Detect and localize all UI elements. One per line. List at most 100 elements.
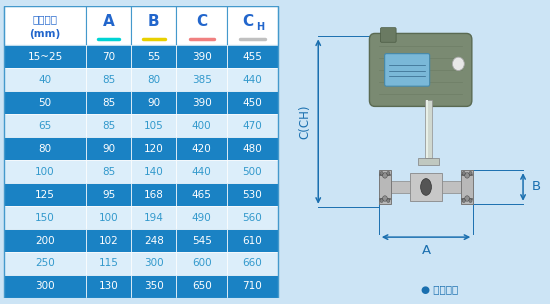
- Bar: [131, 92, 177, 114]
- Text: C: C: [242, 14, 253, 29]
- Text: 168: 168: [144, 190, 164, 200]
- Text: 80: 80: [39, 144, 52, 154]
- Text: C(CH): C(CH): [298, 104, 311, 139]
- Bar: [177, 46, 227, 68]
- Circle shape: [387, 171, 390, 175]
- Bar: [86, 114, 131, 137]
- Text: 710: 710: [243, 282, 262, 292]
- Text: 50: 50: [39, 98, 52, 108]
- Bar: [177, 68, 227, 92]
- Text: 500: 500: [243, 167, 262, 177]
- Text: H: H: [256, 22, 264, 32]
- Bar: [227, 252, 278, 275]
- Bar: [86, 229, 131, 252]
- FancyBboxPatch shape: [384, 54, 430, 86]
- Bar: [86, 6, 131, 46]
- Text: ● 常规仪表: ● 常规仪表: [421, 284, 458, 294]
- Text: 420: 420: [192, 144, 212, 154]
- Bar: [4, 46, 86, 68]
- Text: 125: 125: [35, 190, 55, 200]
- Bar: [4, 275, 86, 298]
- Text: 530: 530: [243, 190, 262, 200]
- Ellipse shape: [421, 179, 431, 195]
- Bar: [177, 92, 227, 114]
- Text: 545: 545: [192, 236, 212, 246]
- Circle shape: [382, 173, 387, 178]
- Text: 250: 250: [35, 258, 55, 268]
- Bar: [131, 137, 177, 160]
- Bar: [227, 229, 278, 252]
- Text: 470: 470: [243, 121, 262, 131]
- Text: 490: 490: [192, 212, 212, 223]
- Text: 450: 450: [243, 98, 262, 108]
- Bar: [177, 160, 227, 183]
- Circle shape: [380, 171, 383, 175]
- Bar: [4, 160, 86, 183]
- Text: 80: 80: [147, 75, 161, 85]
- Text: 480: 480: [243, 144, 262, 154]
- Bar: [86, 206, 131, 229]
- Text: 115: 115: [98, 258, 119, 268]
- Bar: [4, 229, 86, 252]
- Bar: [86, 252, 131, 275]
- Bar: [426, 100, 428, 158]
- Bar: [86, 160, 131, 183]
- Circle shape: [380, 199, 383, 202]
- Bar: [227, 183, 278, 206]
- Text: 100: 100: [99, 212, 118, 223]
- Text: B: B: [148, 14, 160, 29]
- Bar: [131, 275, 177, 298]
- Text: 465: 465: [192, 190, 212, 200]
- Bar: [86, 183, 131, 206]
- Text: A: A: [103, 14, 114, 29]
- Text: 120: 120: [144, 144, 164, 154]
- Text: A: A: [421, 244, 431, 257]
- Circle shape: [453, 57, 464, 71]
- Text: 85: 85: [102, 98, 116, 108]
- Bar: [4, 114, 86, 137]
- Text: 85: 85: [102, 121, 116, 131]
- Circle shape: [382, 196, 387, 201]
- Circle shape: [465, 173, 470, 178]
- Text: 105: 105: [144, 121, 164, 131]
- Bar: [4, 252, 86, 275]
- Text: 40: 40: [39, 75, 52, 85]
- Text: 610: 610: [243, 236, 262, 246]
- Text: 85: 85: [102, 167, 116, 177]
- Bar: [131, 160, 177, 183]
- Text: 102: 102: [99, 236, 118, 246]
- Text: 300: 300: [35, 282, 55, 292]
- Bar: [419, 158, 439, 165]
- Circle shape: [469, 199, 472, 202]
- Bar: [177, 275, 227, 298]
- Text: 400: 400: [192, 121, 212, 131]
- Text: 65: 65: [39, 121, 52, 131]
- Circle shape: [469, 171, 472, 175]
- Circle shape: [462, 199, 465, 202]
- FancyBboxPatch shape: [381, 28, 396, 42]
- Bar: [227, 6, 278, 46]
- Text: 55: 55: [147, 52, 161, 62]
- Bar: [4, 183, 86, 206]
- Bar: [227, 275, 278, 298]
- Bar: [442, 181, 461, 193]
- Text: B: B: [532, 181, 541, 193]
- Text: 95: 95: [102, 190, 116, 200]
- Text: 70: 70: [102, 52, 115, 62]
- Circle shape: [465, 196, 470, 201]
- Text: 300: 300: [144, 258, 163, 268]
- Text: C: C: [196, 14, 207, 29]
- Bar: [177, 183, 227, 206]
- Bar: [131, 46, 177, 68]
- FancyBboxPatch shape: [370, 33, 472, 106]
- Bar: [4, 68, 86, 92]
- Text: 650: 650: [192, 282, 212, 292]
- Circle shape: [387, 199, 390, 202]
- Text: 90: 90: [147, 98, 161, 108]
- Text: 560: 560: [243, 212, 262, 223]
- Bar: [461, 170, 473, 204]
- Bar: [86, 137, 131, 160]
- Bar: [177, 114, 227, 137]
- Text: 100: 100: [35, 167, 55, 177]
- Text: 390: 390: [192, 98, 212, 108]
